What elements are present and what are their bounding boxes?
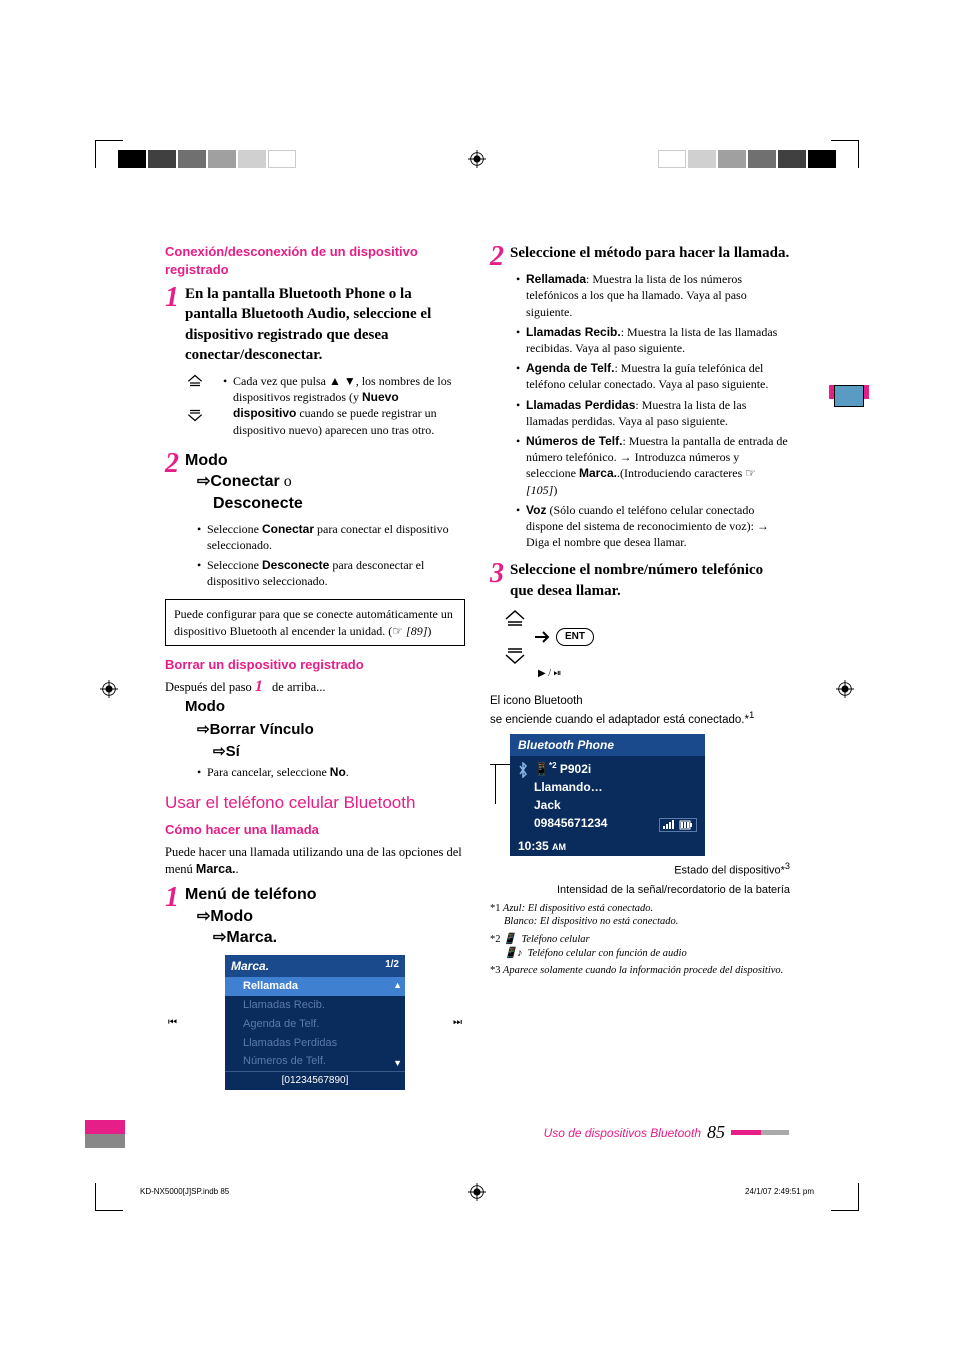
- right-arrow-icon: [534, 630, 552, 644]
- footnote: *1 Azul: El dispositivo está conectado.B…: [490, 902, 790, 929]
- bluetooth-icon: [516, 762, 530, 783]
- print-info: 24/1/07 2:49:51 pm: [745, 1187, 814, 1196]
- bullet-text: Seleccione Conectar para conectar el dis…: [197, 521, 465, 553]
- body-text: Después del paso 1 de arriba...: [165, 679, 465, 696]
- label: Conectar: [210, 473, 279, 490]
- menu-item: Rellamada: [225, 977, 405, 996]
- bullet-text: Llamadas Recib.: Muestra la lista de las…: [516, 324, 790, 356]
- menu-item: Llamadas Recib.: [225, 996, 405, 1015]
- section-heading: Cómo hacer una llamada: [165, 821, 465, 839]
- bullet-text: Para cancelar, seleccione No.: [197, 764, 465, 780]
- bullet-text: Rellamada: Muestra la lista de los númer…: [516, 271, 790, 320]
- phone-audio-icon: 📱♪: [504, 948, 522, 959]
- left-column: Conexión/desconexión de un dispositivo r…: [165, 243, 465, 1090]
- label: Modo: [210, 908, 253, 925]
- bullet-text: Voz (Sólo cuando el teléfono celular con…: [516, 502, 790, 551]
- phone-icon: 📱: [534, 762, 549, 776]
- step-text: Seleccione el nombre/número telefónico q…: [510, 560, 790, 601]
- section-heading: Conexión/desconexión de un dispositivo r…: [165, 243, 465, 278]
- caption-text: Intensidad de la señal/recordatorio de l…: [490, 883, 790, 898]
- print-info: KD-NX5000[J]SP.indb 85: [140, 1187, 229, 1196]
- phone-bottom-text: [01234567890]: [225, 1071, 405, 1090]
- bullet-text: Agenda de Telf.: Muestra la guía telefón…: [516, 360, 790, 392]
- step-number: 1: [165, 284, 179, 312]
- crosshair-icon: [468, 1183, 486, 1201]
- caption-text: Estado del dispositivo*3: [490, 860, 790, 879]
- color-bar: [85, 1134, 125, 1148]
- label: Menú de teléfono: [185, 886, 317, 903]
- down-arrow-icon: ▼: [393, 1057, 402, 1069]
- ent-button: ENT: [556, 628, 594, 646]
- device-status: Llamando…: [534, 778, 697, 796]
- pointer-line: [490, 764, 510, 765]
- section-heading: Borrar un dispositivo registrado: [165, 656, 465, 674]
- crop-mark-br: [831, 1183, 859, 1211]
- label: Sí: [226, 743, 240, 760]
- body-text: Puede hacer una llamada utilizando una d…: [165, 844, 465, 878]
- caption-text: El icono Bluetooth se enciende cuando el…: [490, 694, 790, 728]
- pointer-line: [495, 764, 496, 804]
- menu-item: Llamadas Perdidas: [225, 1034, 405, 1053]
- step-number: 2: [165, 450, 179, 478]
- color-swatch: [834, 385, 864, 407]
- step-number: 1: [165, 884, 179, 912]
- right-column: 2 Seleccione el método para hacer la lla…: [490, 243, 790, 1090]
- footnote: *3 Aparece solamente cuando la informaci…: [490, 964, 790, 978]
- label: Modo: [185, 698, 225, 715]
- crosshair-icon: [100, 680, 118, 698]
- footnote: *2 📱 Teléfono celular📱♪ Teléfono celular…: [490, 933, 790, 960]
- page-footer: Uso de dispositivos Bluetooth 85: [544, 1122, 789, 1143]
- bullet-text: Números de Telf.: Muestra la pantalla de…: [516, 433, 790, 498]
- step-text: En la pantalla Bluetooth Phone o la pant…: [185, 284, 465, 365]
- menu-item: Números de Telf.: [225, 1052, 405, 1071]
- crosshair-icon: [468, 150, 486, 168]
- color-bar: [85, 1120, 125, 1134]
- step-number: 2: [490, 243, 504, 271]
- label: Marca.: [226, 929, 277, 946]
- step-number: 3: [490, 560, 504, 588]
- crosshair-icon: [836, 680, 854, 698]
- signal-battery-icon: [659, 818, 697, 832]
- step-text: Seleccione el método para hacer la llama…: [510, 243, 790, 263]
- control-diagram: ENT: [500, 607, 790, 667]
- phone-menu-screenshot: ⏮ Marca.1/2 Rellamada Llamadas Recib. Ag…: [165, 955, 465, 1090]
- section-heading: Usar el teléfono celular Bluetooth: [165, 792, 465, 815]
- phone-icon: 📱: [503, 934, 516, 945]
- next-icon: ⏭: [450, 1016, 465, 1030]
- label: Borrar Vínculo: [210, 721, 314, 738]
- menu-item: Agenda de Telf.: [225, 1015, 405, 1034]
- bullet-text: Seleccione Desconecte para desconectar e…: [197, 557, 465, 589]
- device-title: Bluetooth Phone: [510, 734, 705, 756]
- play-icon: ▶ / ⏯: [538, 667, 790, 681]
- bullet-text: Cada vez que pulsa ▲ ▼, los nombres de l…: [223, 373, 465, 438]
- bullet-text: Llamadas Perdidas: Muestra la lista de l…: [516, 397, 790, 429]
- label: Desconecte: [185, 495, 303, 512]
- device-contact: Jack: [534, 796, 697, 814]
- label: Modo: [185, 452, 228, 469]
- updown-arrows-icon: [185, 373, 205, 442]
- prev-icon: ⏮: [165, 1016, 180, 1030]
- crop-mark-bl: [95, 1183, 123, 1211]
- note-box: Puede configurar para que se conecte aut…: [165, 599, 465, 645]
- device-screenshot: Bluetooth Phone 📱*2 P902i Llamando… Jack…: [510, 734, 705, 856]
- up-arrow-icon: ▲: [393, 979, 402, 991]
